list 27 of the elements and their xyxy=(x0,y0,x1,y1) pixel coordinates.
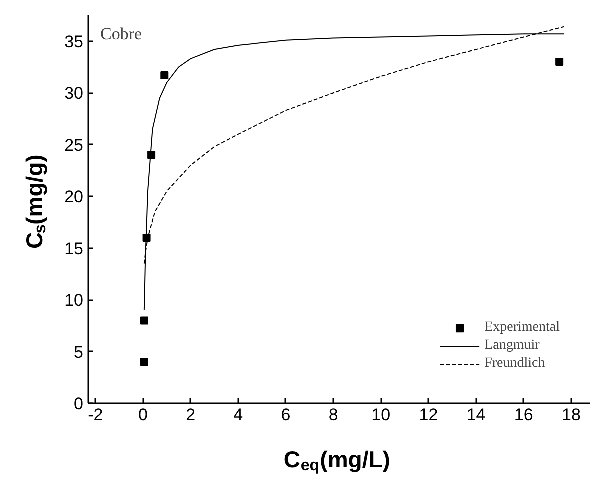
x-tick-label: 14 xyxy=(466,406,486,424)
x-tick-label: 4 xyxy=(234,406,244,424)
x-tick-label: 18 xyxy=(562,406,581,424)
point xyxy=(140,316,148,325)
y-tick-label: 20 xyxy=(64,188,84,207)
x-tick-label: -2 xyxy=(88,406,104,424)
y-axis-title: Cs(mg/g) xyxy=(22,154,50,250)
x-tick-label: 6 xyxy=(281,406,291,424)
legend-label: Freundlich xyxy=(484,355,546,373)
legend-label: Langmuir xyxy=(484,337,540,355)
y-tick-label: 5 xyxy=(74,342,84,362)
x-tick-label: 2 xyxy=(186,406,196,424)
point xyxy=(160,72,169,80)
y-tick-label: 10 xyxy=(64,291,84,310)
y-tick-label: 30 xyxy=(64,84,84,104)
x-tick-label: 16 xyxy=(514,406,534,424)
legend-label: Experimental xyxy=(484,319,560,337)
x-tick-label: 10 xyxy=(372,406,391,424)
y-tick-label: 35 xyxy=(64,32,84,52)
y-tick-label: 25 xyxy=(64,136,84,155)
annotation: Cobre xyxy=(100,24,142,44)
point xyxy=(140,358,148,366)
point xyxy=(556,58,564,66)
x-tick-label: 8 xyxy=(328,406,338,424)
y-tick-label: 15 xyxy=(64,239,84,258)
x-tick-label: 0 xyxy=(138,406,148,424)
x-tick-label: 12 xyxy=(419,406,438,424)
